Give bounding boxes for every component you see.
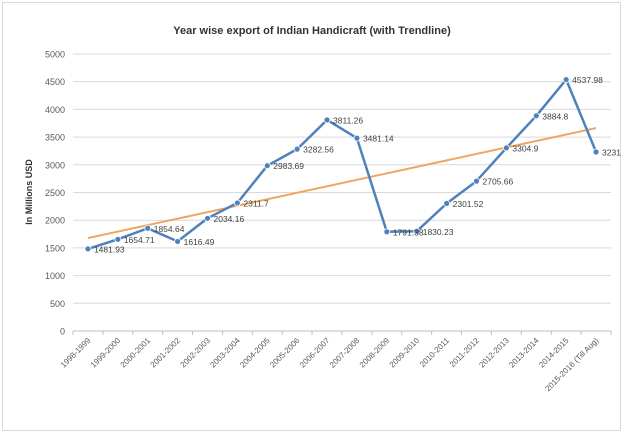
data-point-2005-2006 bbox=[293, 145, 301, 153]
data-point-2006-2007 bbox=[323, 116, 331, 124]
x-tick-label-2011-2012: 2011-2012 bbox=[448, 336, 481, 369]
trendline-layer bbox=[87, 127, 597, 240]
data-point-2007-2008 bbox=[353, 134, 361, 142]
data-label-2008-2009: 1791.38 bbox=[393, 227, 424, 237]
y-tick-label-5000: 5000 bbox=[45, 50, 65, 60]
chart-title: Year wise export of Indian Handicraft (w… bbox=[173, 25, 451, 37]
x-tick-label-2004-2005: 2004-2005 bbox=[238, 336, 272, 370]
data-label-2015-2016 (Till Aug): 3231 bbox=[602, 148, 621, 158]
x-tick-label-2001-2002: 2001-2002 bbox=[149, 336, 183, 370]
data-label-2005-2006: 3282.56 bbox=[303, 145, 334, 155]
data-label-2000-2001: 1854.64 bbox=[154, 224, 185, 234]
data-label-2010-2011: 2301.52 bbox=[453, 199, 484, 209]
data-label-2007-2008: 3481.14 bbox=[363, 134, 394, 144]
data-label-2009-2010: 1830.23 bbox=[423, 227, 454, 237]
data-point-2010-2011 bbox=[443, 200, 451, 207]
data-label-2012-2013: 3304.9 bbox=[512, 143, 538, 153]
trendline bbox=[87, 127, 597, 240]
x-tick-label-2002-2003: 2002-2003 bbox=[178, 336, 212, 370]
data-label-2013-2014: 3884.8 bbox=[542, 111, 568, 121]
x-tick-label-2012-2013: 2012-2013 bbox=[477, 336, 511, 370]
data-point-2001-2002 bbox=[174, 238, 182, 245]
x-tick-label-2007-2008: 2007-2008 bbox=[328, 336, 362, 370]
x-tick-label-2000-2001: 2000-2001 bbox=[119, 336, 153, 370]
y-tick-label-2000: 2000 bbox=[45, 216, 65, 226]
axes: 0 500 1000 1500 2000 2500 3000 3500 4000 4500 5000… bbox=[45, 50, 612, 393]
x-tick-label-2013-2014: 2013-2014 bbox=[507, 336, 541, 370]
data-point-2009-2010 bbox=[413, 227, 421, 235]
data-label-2003-2004: 2311.7 bbox=[243, 198, 269, 208]
data-point-2012-2013 bbox=[502, 144, 510, 152]
x-tick-label-2003-2004: 2003-2004 bbox=[208, 336, 242, 370]
x-tick-label-2008-2009: 2008-2009 bbox=[358, 336, 392, 370]
data-label-2004-2005: 2983.69 bbox=[273, 161, 304, 171]
y-tick-label-3000: 3000 bbox=[45, 160, 65, 170]
gridlines bbox=[73, 53, 611, 304]
x-tick-label-1999-2000: 1999-2000 bbox=[89, 336, 123, 370]
x-tick-label-2006-2007: 2006-2007 bbox=[298, 336, 332, 370]
y-tick-label-4500: 4500 bbox=[45, 77, 65, 87]
x-tick-label-2005-2006: 2005-2006 bbox=[268, 336, 302, 370]
data-point-1998-1999 bbox=[84, 245, 92, 253]
data-label-1999-2000: 1654.71 bbox=[124, 235, 155, 245]
data-label-1998-1999: 1481.93 bbox=[94, 244, 125, 254]
data-point-2014-2015 bbox=[562, 76, 570, 83]
data-point-2003-2004 bbox=[233, 199, 241, 207]
y-axis-label: In Millions USD bbox=[24, 159, 34, 225]
x-tick-label-1998-1999: 1998-1999 bbox=[59, 336, 93, 370]
series-layer bbox=[84, 76, 600, 253]
y-tick-label-500: 500 bbox=[50, 299, 65, 309]
x-tick-label-2015-2016 (Till Aug): 2015-2016 (Till Aug) bbox=[543, 336, 600, 393]
data-label-2001-2002: 1616.49 bbox=[184, 237, 215, 247]
x-tick-label-2010-2011: 2010-2011 bbox=[418, 336, 451, 369]
data-point-2013-2014 bbox=[532, 112, 540, 120]
data-point-2008-2009 bbox=[383, 228, 391, 236]
data-point-2011-2012 bbox=[473, 177, 480, 185]
series-line-0 bbox=[87, 78, 598, 251]
data-point-2015-2016 (Till Aug) bbox=[592, 148, 600, 156]
y-tick-label-2500: 2500 bbox=[45, 188, 65, 198]
data-label-2006-2007: 3811.26 bbox=[333, 115, 363, 125]
data-point-2000-2001 bbox=[144, 224, 152, 232]
data-label-2014-2015: 4537.98 bbox=[572, 75, 603, 85]
y-tick-label-3500: 3500 bbox=[45, 133, 65, 143]
y-tick-label-1000: 1000 bbox=[45, 271, 65, 281]
data-point-2002-2003 bbox=[204, 214, 211, 222]
data-label-2002-2003: 2034.16 bbox=[214, 214, 245, 224]
data-point-2004-2005 bbox=[263, 162, 271, 170]
y-tick-label-1500: 1500 bbox=[45, 243, 65, 253]
data-label-2011-2012: 2705.66 bbox=[483, 177, 514, 187]
y-tick-label-4000: 4000 bbox=[45, 105, 65, 115]
chart-frame bbox=[2, 2, 621, 431]
data-point-1999-2000 bbox=[114, 235, 122, 243]
y-tick-label-0: 0 bbox=[60, 327, 65, 337]
x-tick-label-2009-2010: 2009-2010 bbox=[388, 336, 422, 370]
